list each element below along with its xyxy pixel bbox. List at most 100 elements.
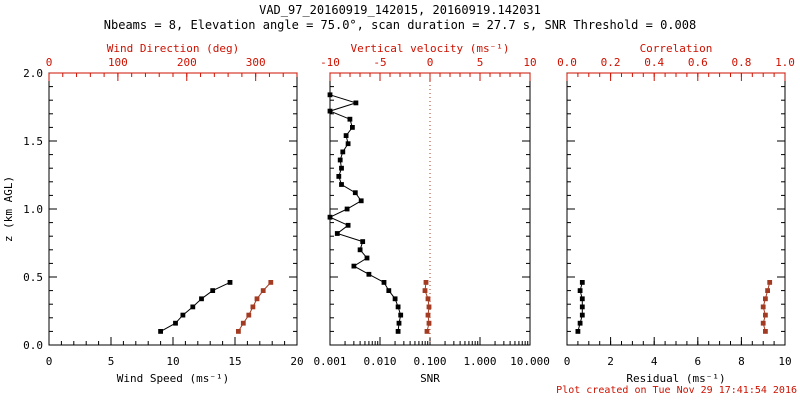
data-point-marker bbox=[173, 320, 178, 326]
series-residual bbox=[575, 280, 585, 334]
top-tick-label: 0.4 bbox=[644, 56, 664, 69]
data-point-marker bbox=[767, 280, 773, 285]
y-tick-label: 0.0 bbox=[23, 339, 43, 352]
data-point-marker bbox=[763, 329, 768, 334]
data-point-marker bbox=[575, 329, 581, 334]
bottom-axis-label: SNR bbox=[420, 372, 440, 385]
top-tick-label: 100 bbox=[108, 56, 128, 69]
data-point-marker bbox=[760, 304, 766, 310]
y-axis-label: z (km AGL) bbox=[2, 176, 15, 242]
top-tick-label: -5 bbox=[373, 56, 386, 69]
top-tick-label: 10 bbox=[523, 56, 536, 69]
data-point-marker bbox=[381, 280, 387, 285]
data-point-marker bbox=[760, 320, 766, 326]
data-point-marker bbox=[579, 296, 585, 302]
data-point-marker bbox=[577, 288, 583, 293]
data-point-marker bbox=[353, 100, 359, 106]
data-point-marker bbox=[334, 231, 340, 236]
bottom-tick-label: 8 bbox=[738, 355, 745, 368]
y-tick-label: 2.0 bbox=[23, 67, 43, 80]
top-axis-label: Wind Direction (deg) bbox=[107, 42, 239, 55]
bottom-tick-label: 15 bbox=[228, 355, 241, 368]
bottom-tick-label: 0 bbox=[564, 355, 571, 368]
data-point-marker bbox=[425, 296, 431, 302]
series-wind-speed bbox=[158, 280, 233, 334]
plot-created-timestamp: Plot created on Tue Nov 29 17:41:54 2016 bbox=[556, 385, 797, 396]
top-axis-label: Correlation bbox=[640, 42, 713, 55]
data-point-marker bbox=[210, 288, 216, 293]
bottom-tick-label: 10 bbox=[778, 355, 791, 368]
data-point-marker bbox=[579, 280, 585, 285]
data-point-marker bbox=[268, 280, 274, 285]
data-point-marker bbox=[364, 255, 370, 261]
series-wind-speed-line bbox=[160, 281, 231, 332]
data-point-marker bbox=[227, 280, 233, 285]
top-tick-label: 0 bbox=[427, 56, 434, 69]
data-point-marker bbox=[386, 288, 392, 293]
panel-snr: 0.001 0.010 0.100 1.000 10.000 SNR -10 -5 0 5 10 Ve… bbox=[313, 42, 549, 385]
series-snr bbox=[327, 92, 404, 334]
data-point-marker bbox=[343, 133, 349, 138]
top-tick-label: -10 bbox=[320, 56, 340, 69]
data-point-marker bbox=[246, 312, 252, 318]
data-point-marker bbox=[357, 247, 363, 253]
y-tick-label: 0.5 bbox=[23, 271, 43, 284]
data-point-marker bbox=[344, 206, 350, 212]
data-point-marker bbox=[422, 288, 428, 293]
panel-residual-box bbox=[566, 72, 786, 346]
bottom-tick-label: 10 bbox=[166, 355, 179, 368]
bottom-tick-label: 1.000 bbox=[463, 355, 496, 368]
top-tick-label: 1.0 bbox=[775, 56, 795, 69]
data-point-marker bbox=[425, 312, 431, 318]
data-point-marker bbox=[260, 288, 266, 293]
figure-title: VAD_97_20160919_142015, 20160919.142031 bbox=[259, 3, 541, 17]
data-point-marker bbox=[426, 320, 432, 326]
data-point-marker bbox=[158, 329, 163, 334]
top-tick-label: 0.8 bbox=[731, 56, 751, 69]
bottom-tick-label: 5 bbox=[108, 355, 115, 368]
data-point-marker bbox=[579, 312, 585, 318]
top-tick-label: 300 bbox=[246, 56, 266, 69]
data-point-marker bbox=[351, 263, 357, 269]
data-point-marker bbox=[180, 312, 186, 318]
bottom-tick-label: 0.010 bbox=[363, 355, 396, 368]
panel-residual: 0 2 4 6 8 10 Residual (ms⁻¹) 0.0 0.2 0.4 0.6 0.8 1.0… bbox=[557, 42, 795, 385]
bottom-tick-label: 20 bbox=[290, 355, 303, 368]
data-point-marker bbox=[327, 92, 333, 98]
data-point-marker bbox=[426, 304, 432, 310]
series-snr-line bbox=[328, 94, 402, 332]
data-point-marker bbox=[765, 288, 770, 293]
top-tick-label: 5 bbox=[477, 56, 484, 69]
data-point-marker bbox=[366, 271, 372, 277]
bottom-tick-label: 6 bbox=[694, 355, 701, 368]
data-point-marker bbox=[190, 304, 196, 310]
data-point-marker bbox=[327, 108, 333, 114]
panel-wind-box bbox=[48, 72, 298, 346]
bottom-axis-label: Wind Speed (ms⁻¹) bbox=[117, 372, 230, 385]
panel-wind: 0.0 0.5 1.0 1.5 2.0 z (km AGL) 0 5 10 15 20 Wind Sp… bbox=[2, 42, 304, 385]
data-point-marker bbox=[327, 214, 333, 220]
data-point-marker bbox=[240, 320, 246, 326]
data-point-marker bbox=[360, 239, 366, 244]
top-tick-label: 0 bbox=[46, 56, 53, 69]
data-point-marker bbox=[352, 190, 358, 196]
data-point-marker bbox=[579, 304, 585, 310]
data-point-marker bbox=[395, 329, 401, 334]
data-point-marker bbox=[398, 312, 404, 318]
top-tick-label: 200 bbox=[177, 56, 197, 69]
data-point-marker bbox=[339, 182, 344, 187]
data-point-marker bbox=[347, 116, 353, 122]
series-correlation bbox=[760, 280, 773, 334]
data-point-marker bbox=[337, 157, 343, 163]
data-point-marker bbox=[763, 312, 768, 318]
data-point-marker bbox=[392, 296, 398, 302]
series-wind-direction bbox=[236, 280, 274, 334]
bottom-tick-label: 0.100 bbox=[413, 355, 446, 368]
data-point-marker bbox=[336, 174, 342, 179]
top-axis-label: Vertical velocity (ms⁻¹) bbox=[351, 42, 510, 55]
top-tick-label: 0.2 bbox=[601, 56, 621, 69]
data-point-marker bbox=[345, 141, 351, 147]
data-point-marker bbox=[395, 304, 401, 310]
data-point-marker bbox=[340, 149, 346, 155]
